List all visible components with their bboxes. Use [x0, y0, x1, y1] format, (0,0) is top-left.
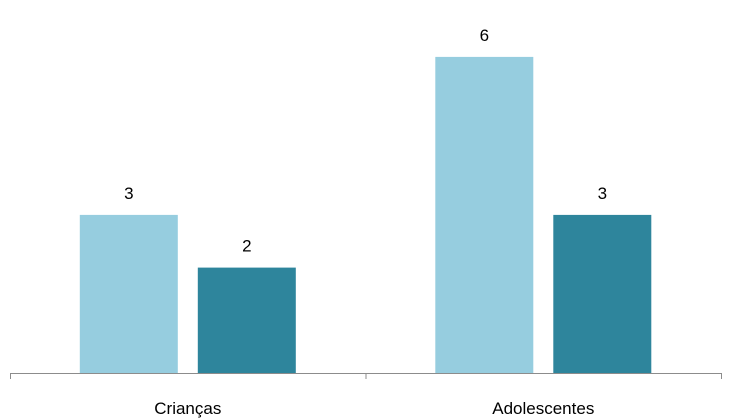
bar-0-0: [80, 215, 178, 373]
category-label-0: Crianças: [154, 399, 221, 418]
plot-area: 3 2 Crianças 6 3 Adolescentes: [10, 26, 722, 418]
bar-1-1: [553, 215, 651, 373]
data-label-1-1: 3: [598, 184, 607, 203]
bar-1-0: [435, 57, 533, 373]
data-label-0-0: 3: [124, 184, 133, 203]
data-label-1-0: 6: [480, 26, 489, 45]
bar-0-1: [198, 268, 296, 373]
category-label-1: Adolescentes: [492, 399, 594, 418]
data-label-0-1: 2: [242, 237, 251, 256]
